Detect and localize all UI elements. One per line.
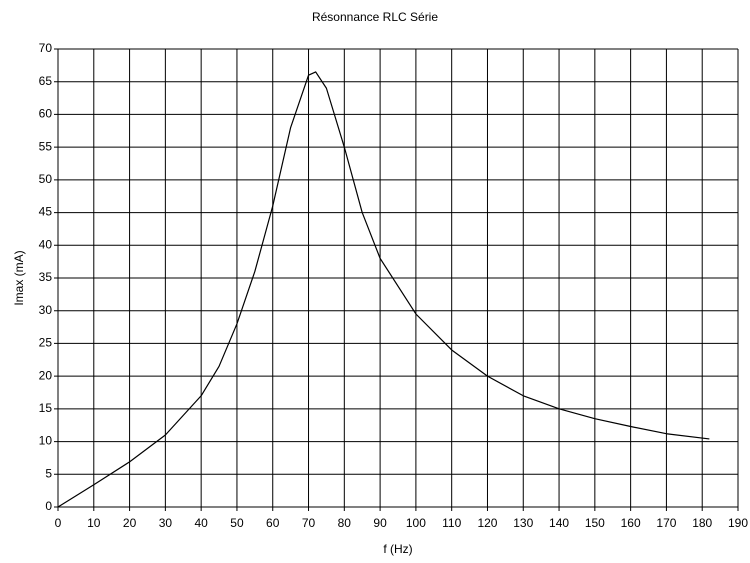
x-tick-label: 20 [123, 516, 137, 530]
x-tick-label: 50 [230, 516, 244, 530]
y-tick-label: 45 [39, 205, 53, 219]
y-tick-label: 20 [39, 368, 53, 382]
y-tick-label: 35 [39, 270, 53, 284]
y-tick-label: 55 [39, 139, 53, 153]
y-tick-label: 60 [39, 107, 53, 121]
y-axis-label: Imax (mA) [12, 250, 26, 305]
y-tick-label: 15 [39, 401, 53, 415]
y-tick-label: 50 [39, 172, 53, 186]
y-tick-label: 70 [39, 41, 53, 55]
x-tick-label: 120 [477, 516, 497, 530]
y-tick-label: 10 [39, 434, 53, 448]
x-tick-label: 150 [585, 516, 605, 530]
x-tick-label: 30 [159, 516, 173, 530]
x-tick-label: 10 [87, 516, 101, 530]
y-tick-label: 40 [39, 237, 53, 251]
x-tick-label: 80 [338, 516, 352, 530]
x-tick-label: 130 [513, 516, 533, 530]
x-tick-label: 190 [728, 516, 748, 530]
chart-title: Résonnance RLC Série [312, 10, 438, 24]
y-tick-label: 0 [45, 499, 52, 513]
x-tick-label: 140 [549, 516, 569, 530]
y-tick-label: 25 [39, 336, 53, 350]
y-tick-label: 30 [39, 303, 53, 317]
x-tick-label: 100 [406, 516, 426, 530]
x-tick-label: 180 [692, 516, 712, 530]
line [57, 71, 710, 508]
y-tick-label: 5 [45, 466, 52, 480]
x-tick-label: 70 [302, 516, 316, 530]
x-tick-label: 60 [266, 516, 280, 530]
x-tick-label: 160 [621, 516, 641, 530]
y-tick-label: 65 [39, 74, 53, 88]
x-axis-label: f (Hz) [383, 542, 412, 556]
x-tick-label: 110 [442, 516, 461, 530]
x-tick-label: 170 [656, 516, 676, 530]
x-tick-label: 90 [373, 516, 387, 530]
x-tick-label: 0 [55, 516, 62, 530]
x-tick-label: 40 [194, 516, 208, 530]
